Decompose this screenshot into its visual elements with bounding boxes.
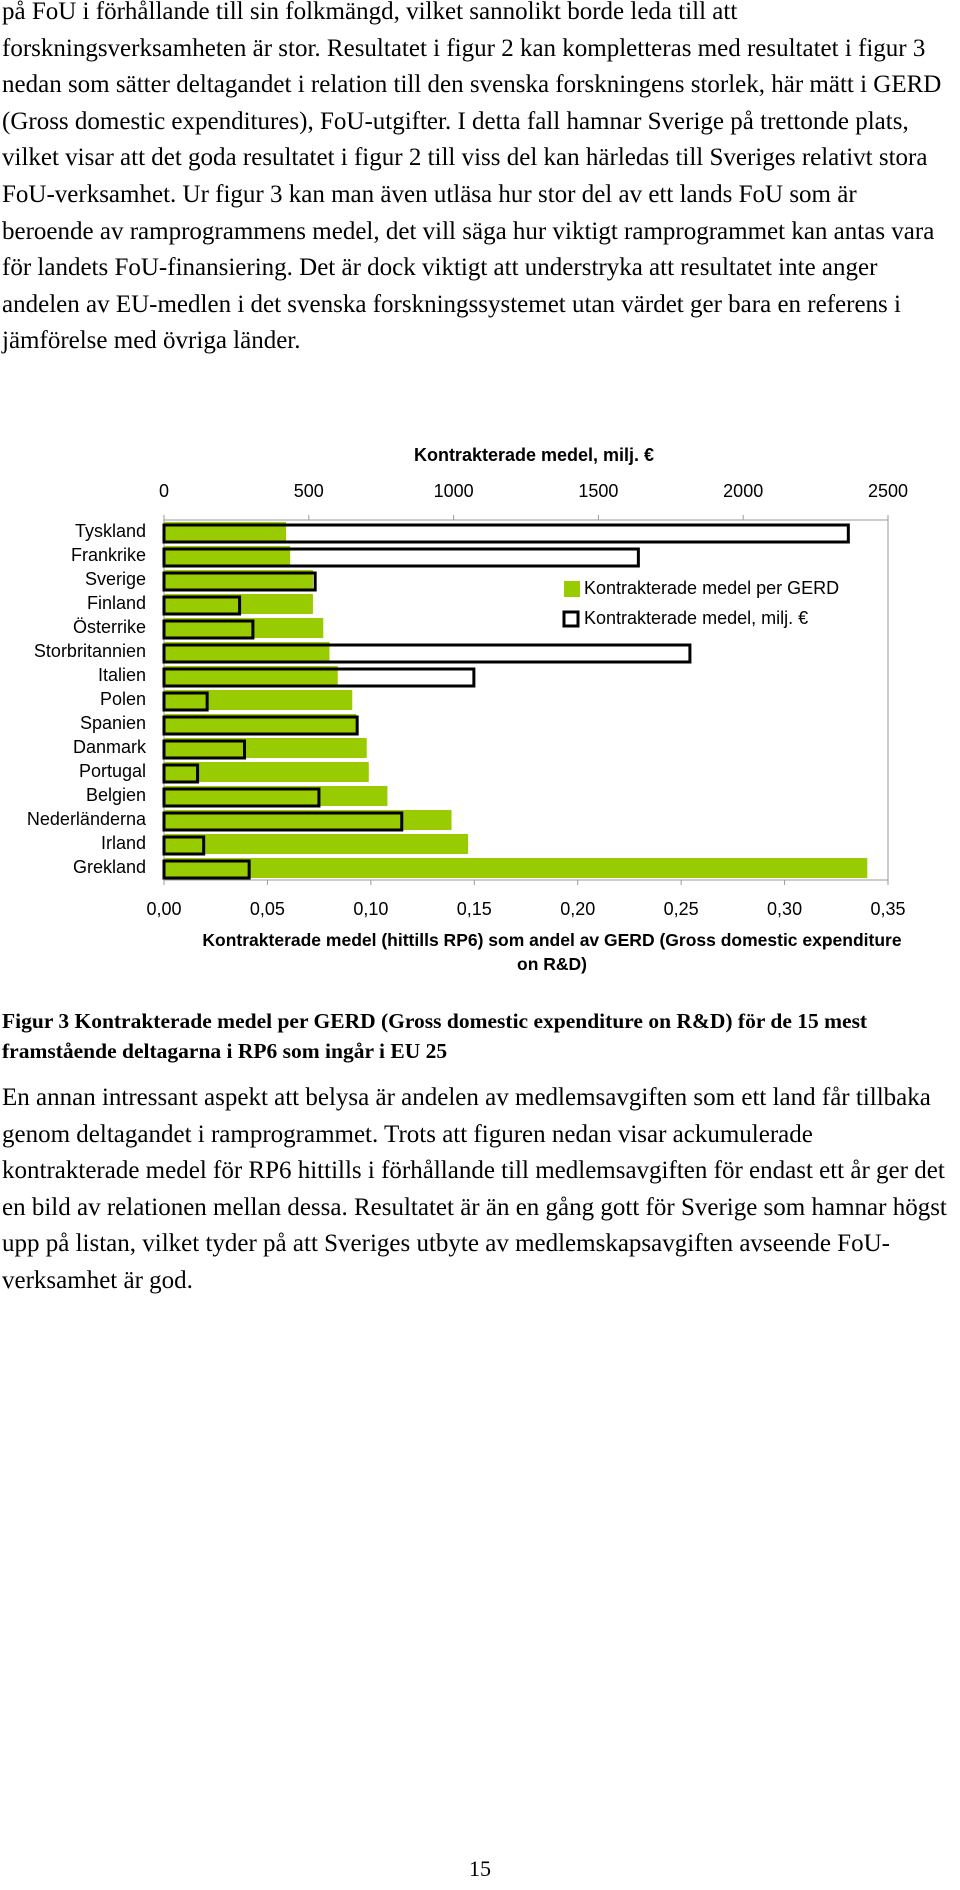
x-tick-label: 0,20 xyxy=(560,899,595,919)
page-number: 15 xyxy=(469,1856,491,1881)
y-tick-label: Grekland xyxy=(73,857,146,877)
bar xyxy=(164,858,868,878)
y-tick-label: Finland xyxy=(87,593,146,613)
legend-swatch xyxy=(562,610,580,628)
paragraph: En annan intressant aspekt att belysa är… xyxy=(2,1084,947,1294)
x-tick-label: 0,15 xyxy=(457,899,492,919)
bar xyxy=(164,666,338,686)
x2-tick-label: 500 xyxy=(294,481,324,501)
bar-outlined xyxy=(162,691,209,712)
caption: Figur 3 Kontrakterade medel per GERD (Gr… xyxy=(2,1009,868,1063)
y-tick-label: Tyskland xyxy=(75,521,146,541)
x2-tick-label: 2500 xyxy=(868,481,908,501)
x-tick-label: 0,05 xyxy=(250,899,285,919)
y-tick-label: Polen xyxy=(100,689,146,709)
bar xyxy=(164,546,291,566)
bar xyxy=(164,570,313,590)
bar xyxy=(164,618,324,638)
bar xyxy=(164,714,357,734)
bar xyxy=(164,834,469,854)
y-tick-label: Frankrike xyxy=(71,545,146,565)
x-tick-label: 0,10 xyxy=(353,899,388,919)
legend-swatch xyxy=(564,581,580,597)
bar xyxy=(164,690,353,710)
bar xyxy=(164,522,287,542)
bar xyxy=(164,786,388,806)
x2-tick-label: 1000 xyxy=(434,481,474,501)
y-tick-label: Sverige xyxy=(85,569,146,589)
x2-tick-label: 0 xyxy=(159,481,169,501)
y-tick-label: Nederländerna xyxy=(27,809,147,829)
y-tick-label: Belgien xyxy=(86,785,146,805)
bar-outlined xyxy=(162,667,476,688)
bar-outlined xyxy=(162,547,640,568)
bar xyxy=(164,642,330,662)
bar-outlined xyxy=(162,787,321,808)
bar xyxy=(164,762,369,782)
x2-axis-title: Kontrakterade medel, milj. € xyxy=(414,445,654,465)
x-tick-label: 0,30 xyxy=(767,899,802,919)
bar-outlined xyxy=(162,859,251,880)
bar-outlined xyxy=(162,739,247,760)
x2-tick-label: 1500 xyxy=(578,481,618,501)
x2-tick-label: 2000 xyxy=(723,481,763,501)
y-tick-label: Spanien xyxy=(80,713,146,733)
x-tick-label: 0,00 xyxy=(146,899,181,919)
bar-outlined xyxy=(162,523,850,544)
x-tick-label: 0,25 xyxy=(664,899,699,919)
bar-outlined xyxy=(162,763,200,784)
bar-outlined xyxy=(162,835,206,856)
y-tick-label: Portugal xyxy=(79,761,146,781)
x-axis-title: Kontrakterade medel (hittills RP6) som a… xyxy=(202,930,902,974)
bar-outlined xyxy=(162,595,242,616)
legend-label: Kontrakterade medel, milj. € xyxy=(584,608,808,628)
bar-outlined xyxy=(162,643,692,664)
legend-label: Kontrakterade medel per GERD xyxy=(584,578,839,598)
bar-outlined xyxy=(162,571,317,592)
x-tick-label: 0,35 xyxy=(870,899,905,919)
y-tick-label: Danmark xyxy=(73,737,147,757)
paragraph: på FoU i förhållande till sin folkmängd,… xyxy=(2,0,942,355)
y-tick-label: Italien xyxy=(98,665,146,685)
bar-outlined xyxy=(162,619,255,640)
y-tick-label: Österrike xyxy=(73,617,146,637)
y-tick-label: Irland xyxy=(101,833,146,853)
bar-outlined xyxy=(162,811,404,832)
bar xyxy=(164,738,367,758)
bar-outlined xyxy=(162,715,359,736)
bar xyxy=(164,810,452,830)
chart: Kontrakterade medel, milj. € 0,00 0,05 0,1… xyxy=(27,445,908,919)
y-tick-label: Storbritannien xyxy=(34,641,146,661)
